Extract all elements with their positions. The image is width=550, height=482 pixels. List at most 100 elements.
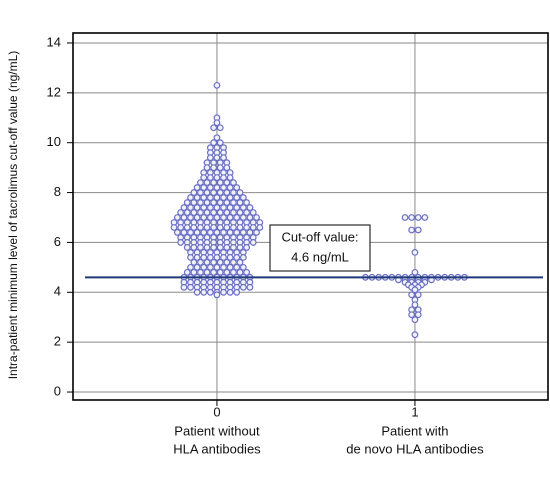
data-point [216,268,224,276]
data-point [414,214,422,221]
data-point [213,194,221,201]
data-point [226,253,234,261]
data-point [206,204,214,211]
data-point [213,154,221,162]
data-point [190,199,198,206]
data-point [190,209,198,216]
data-point [226,229,234,236]
data-point [233,194,241,201]
data-point [200,263,208,271]
data-point [200,174,208,182]
data-point [187,204,194,211]
data-point [220,174,227,182]
data-point [200,288,208,296]
data-point [177,239,185,246]
data-point [414,291,422,299]
data-point [180,229,188,236]
y-axis-label: Intra-patient minimum level of tacrolimu… [6,51,20,380]
data-point [230,199,237,206]
data-point [216,164,224,172]
x-tick-label: 1 [411,404,418,419]
data-point [216,199,224,206]
data-point [187,253,194,261]
data-point [210,209,218,216]
data-point [197,179,204,186]
data-point [203,244,211,251]
data-point [197,268,204,276]
data-point [230,189,237,196]
data-point [233,253,241,261]
data-point [210,224,218,231]
data-point [203,179,211,186]
data-point [223,268,231,276]
data-point [233,288,241,296]
data-point [233,204,241,211]
data-point [226,184,234,191]
data-point [216,209,224,216]
data-point [187,283,194,291]
data-point [187,214,194,221]
data-point [236,268,244,276]
data-point [190,189,198,196]
data-point [180,283,188,291]
data-point [193,184,201,191]
data-point [239,204,247,211]
data-point [183,224,191,231]
data-point [203,189,211,196]
data-point [243,199,251,206]
data-point [220,229,227,236]
data-point [236,209,244,216]
data-point [216,139,224,147]
data-point [411,268,419,276]
y-tick-label: 14 [47,34,61,49]
data-point [408,311,416,319]
data-point [206,194,214,201]
data-point [216,258,224,266]
data-point [230,258,237,266]
data-point [239,229,247,236]
data-point [180,214,188,221]
data-point [216,124,224,132]
data-point [226,194,234,201]
data-point [243,244,251,251]
data-point [411,316,419,324]
x-category-label: de novo HLA antibodies [346,441,484,456]
y-tick-label: 6 [54,234,61,249]
data-point [220,214,227,221]
data-point [200,184,208,191]
data-point [226,214,234,221]
data-point [230,224,237,231]
data-point [249,224,257,231]
data-point [220,194,227,201]
data-point [239,194,247,201]
data-point [197,224,204,231]
data-point [200,229,208,236]
data-point [220,184,227,191]
data-point [210,199,218,206]
data-point [210,124,218,132]
data-point [246,204,254,211]
data-point [200,253,208,261]
plot-frame [72,32,549,401]
y-tick-label: 10 [47,134,61,149]
data-point [408,226,416,234]
data-point [236,244,244,251]
data-point [239,283,247,291]
data-point [197,209,204,216]
data-point [239,253,247,261]
data-point [206,229,214,236]
data-point [233,214,241,221]
data-point [233,263,241,271]
data-point [226,288,234,296]
data-point [203,268,211,276]
data-point [193,194,201,201]
data-point [230,244,237,251]
data-point [203,209,211,216]
data-point [200,204,208,211]
data-point [216,244,224,251]
data-point [220,263,227,271]
data-point [243,209,251,216]
data-point [190,258,198,266]
data-point [249,239,257,246]
